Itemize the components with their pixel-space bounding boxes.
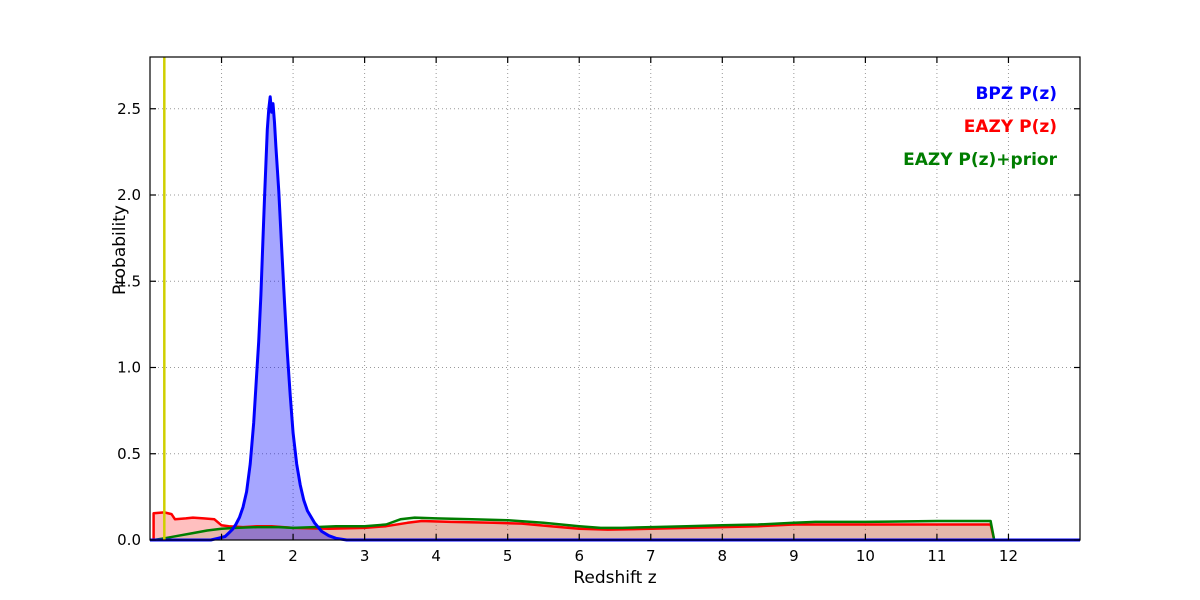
svg-text:12: 12 (999, 547, 1018, 565)
svg-text:3: 3 (360, 547, 370, 565)
svg-text:4: 4 (431, 547, 441, 565)
svg-text:0.5: 0.5 (117, 445, 141, 463)
legend-entry-eazy-prior: EAZY P(z)+prior (903, 150, 1057, 170)
svg-text:10: 10 (856, 547, 875, 565)
svg-text:0.0: 0.0 (117, 531, 141, 549)
svg-text:9: 9 (789, 547, 799, 565)
legend: BPZ P(z) EAZY P(z) EAZY P(z)+prior (903, 78, 1057, 177)
y-axis-label: Probability (110, 205, 130, 295)
svg-text:11: 11 (927, 547, 946, 565)
svg-text:2.0: 2.0 (117, 186, 141, 204)
svg-text:5: 5 (503, 547, 513, 565)
svg-text:6: 6 (574, 547, 584, 565)
svg-text:7: 7 (646, 547, 656, 565)
svg-text:8: 8 (718, 547, 728, 565)
x-axis-label: Redshift z (573, 568, 657, 588)
svg-text:2: 2 (288, 547, 298, 565)
legend-entry-bpz: BPZ P(z) (975, 84, 1057, 104)
svg-text:1: 1 (217, 547, 227, 565)
svg-text:2.5: 2.5 (117, 100, 141, 118)
svg-text:1.0: 1.0 (117, 359, 141, 377)
legend-entry-eazy: EAZY P(z) (963, 117, 1057, 137)
svg-text:1.5: 1.5 (117, 272, 141, 290)
